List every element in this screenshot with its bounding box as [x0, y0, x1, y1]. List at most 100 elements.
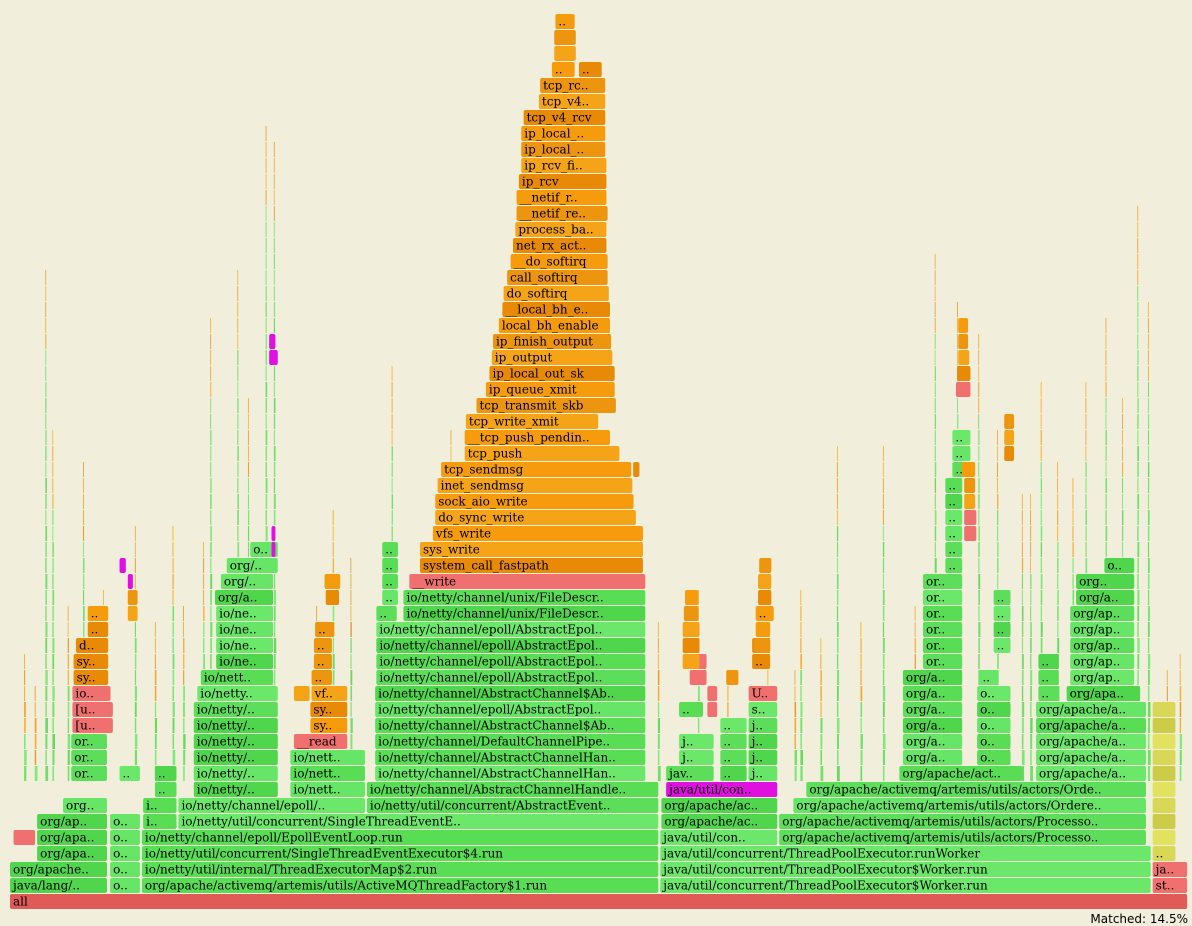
frame-rect[interactable]: futex_wait [759, 558, 771, 573]
frame[interactable]: java/util/concurrent/ThreadPoolExecutor$… [660, 878, 1150, 893]
frame[interactable]: io/netty/channel/AbstractChannel$Abstrac… [375, 718, 645, 733]
frame[interactable]: io/netty/channel/AbstractChannelHandlerC… [367, 782, 658, 797]
frame-rect[interactable]: tcp_sendmsg2 [326, 590, 339, 605]
frame[interactable]: io/netty/channel/chio/netty/.. [194, 782, 278, 797]
frame[interactable]: org/apache/activemq/artemis/utils/Active… [10, 862, 107, 877]
frame-rect[interactable]: s [554, 46, 576, 61]
frame[interactable]: cpp [1153, 766, 1176, 781]
frame[interactable]: cpp [1153, 702, 1176, 717]
frame-rect[interactable]: k [958, 350, 969, 365]
frame[interactable]: i.. [952, 446, 970, 461]
frame[interactable]: nat [964, 526, 976, 541]
frame[interactable]: io/netty/util/concurrent/SingleThreadEve… [142, 846, 658, 861]
frame[interactable]: vfs_writevfs_write [433, 526, 643, 541]
frame-rect[interactable]: sys_write2 [683, 654, 700, 669]
frame-rect[interactable]: match [120, 558, 126, 573]
frame[interactable]: java.. [120, 766, 140, 781]
frame[interactable]: io/netty.. [155, 782, 177, 797]
frame[interactable]: java/util/concurrent/ThreadPoolExecutor.… [660, 846, 1150, 861]
frame[interactable]: cpp [1153, 750, 1176, 765]
frame[interactable]: io.. [945, 494, 962, 509]
frame-rect[interactable]: k [958, 334, 968, 349]
frame[interactable]: nat [956, 382, 971, 397]
frame[interactable]: park [707, 702, 717, 717]
frame[interactable]: i.. [994, 606, 1011, 621]
frame-rect[interactable]: do_futex [754, 638, 770, 653]
frame[interactable]: java.. [720, 750, 746, 765]
frame[interactable]: syssy.. [74, 670, 109, 685]
frame-rect[interactable]: k [1004, 414, 1014, 429]
frame[interactable]: s.. [752, 654, 770, 669]
frame[interactable]: x.. [88, 622, 108, 637]
frame[interactable]: io/netty/util/concurrent/SingleThreadEve… [178, 814, 658, 829]
frame-rect[interactable]: nat [956, 382, 971, 397]
frame[interactable]: do_futex [754, 638, 770, 653]
frame[interactable]: o.. [1038, 670, 1058, 685]
frame-rect[interactable]: sys_write2 [685, 590, 698, 605]
frame[interactable]: io/netty/channel/AbstractChannel$Abstrac… [375, 686, 645, 701]
frame[interactable]: io/netty/channel/epoll/EpollEventLoop.ru… [142, 830, 658, 845]
frame[interactable]: __do_softirq__do_softirq [511, 254, 608, 269]
frame[interactable]: sys_write2 [683, 654, 700, 669]
frame[interactable]: ip_rcv_finiship_rcv_fi.. [521, 158, 606, 173]
frame[interactable]: tcp_pushtcp_push [465, 446, 620, 461]
frame[interactable]: i.. [382, 574, 398, 589]
frame[interactable]: i.. [952, 430, 970, 445]
frame[interactable]: cpp [1153, 814, 1176, 829]
frame[interactable]: io/netty.. [155, 766, 177, 781]
frame-rect[interactable]: cpp [1153, 782, 1176, 797]
frame[interactable]: s [554, 30, 576, 45]
frame[interactable]: nat [964, 510, 976, 525]
frame-rect[interactable]: sys_write2 [684, 606, 699, 621]
frame[interactable]: k [962, 462, 975, 477]
frame[interactable]: io/netty/channel/epoll/AbstractEpollChan… [376, 622, 645, 637]
frame[interactable]: orgor.. [71, 766, 107, 781]
frame-rect[interactable]: k [964, 478, 975, 493]
frame-rect[interactable]: tcp_sendmsg_locked [633, 462, 639, 477]
frame[interactable]: i.. [994, 638, 1011, 653]
frame[interactable]: local_bh_enablelocal_bh_enable [499, 318, 610, 333]
frame[interactable]: [unknown][u.. [72, 702, 112, 717]
frame-rect[interactable]: s [554, 30, 576, 45]
frame[interactable]: match [269, 350, 278, 365]
frame[interactable]: __netif_receive_skb_core__netif_r.. [517, 190, 607, 205]
frame[interactable]: i.. [376, 606, 396, 621]
frame[interactable]: [unknown][u.. [72, 718, 112, 733]
frame[interactable]: tcp_sendmsgtcp_sendmsg [441, 462, 631, 477]
frame[interactable]: __local_bh_enable_ip__local_bh_e.. [502, 302, 610, 317]
frame[interactable]: futex_wait [758, 590, 771, 605]
frame[interactable]: org/apache/activemq/artemis/coreorg/apa.… [37, 830, 107, 845]
frame[interactable]: org/apacheorg/.. [221, 574, 273, 589]
frame[interactable]: k [964, 494, 975, 509]
frame-rect[interactable]: match [269, 350, 278, 365]
frame[interactable]: ioio.. [72, 686, 110, 701]
frame[interactable]: epoll_wait [294, 686, 310, 701]
